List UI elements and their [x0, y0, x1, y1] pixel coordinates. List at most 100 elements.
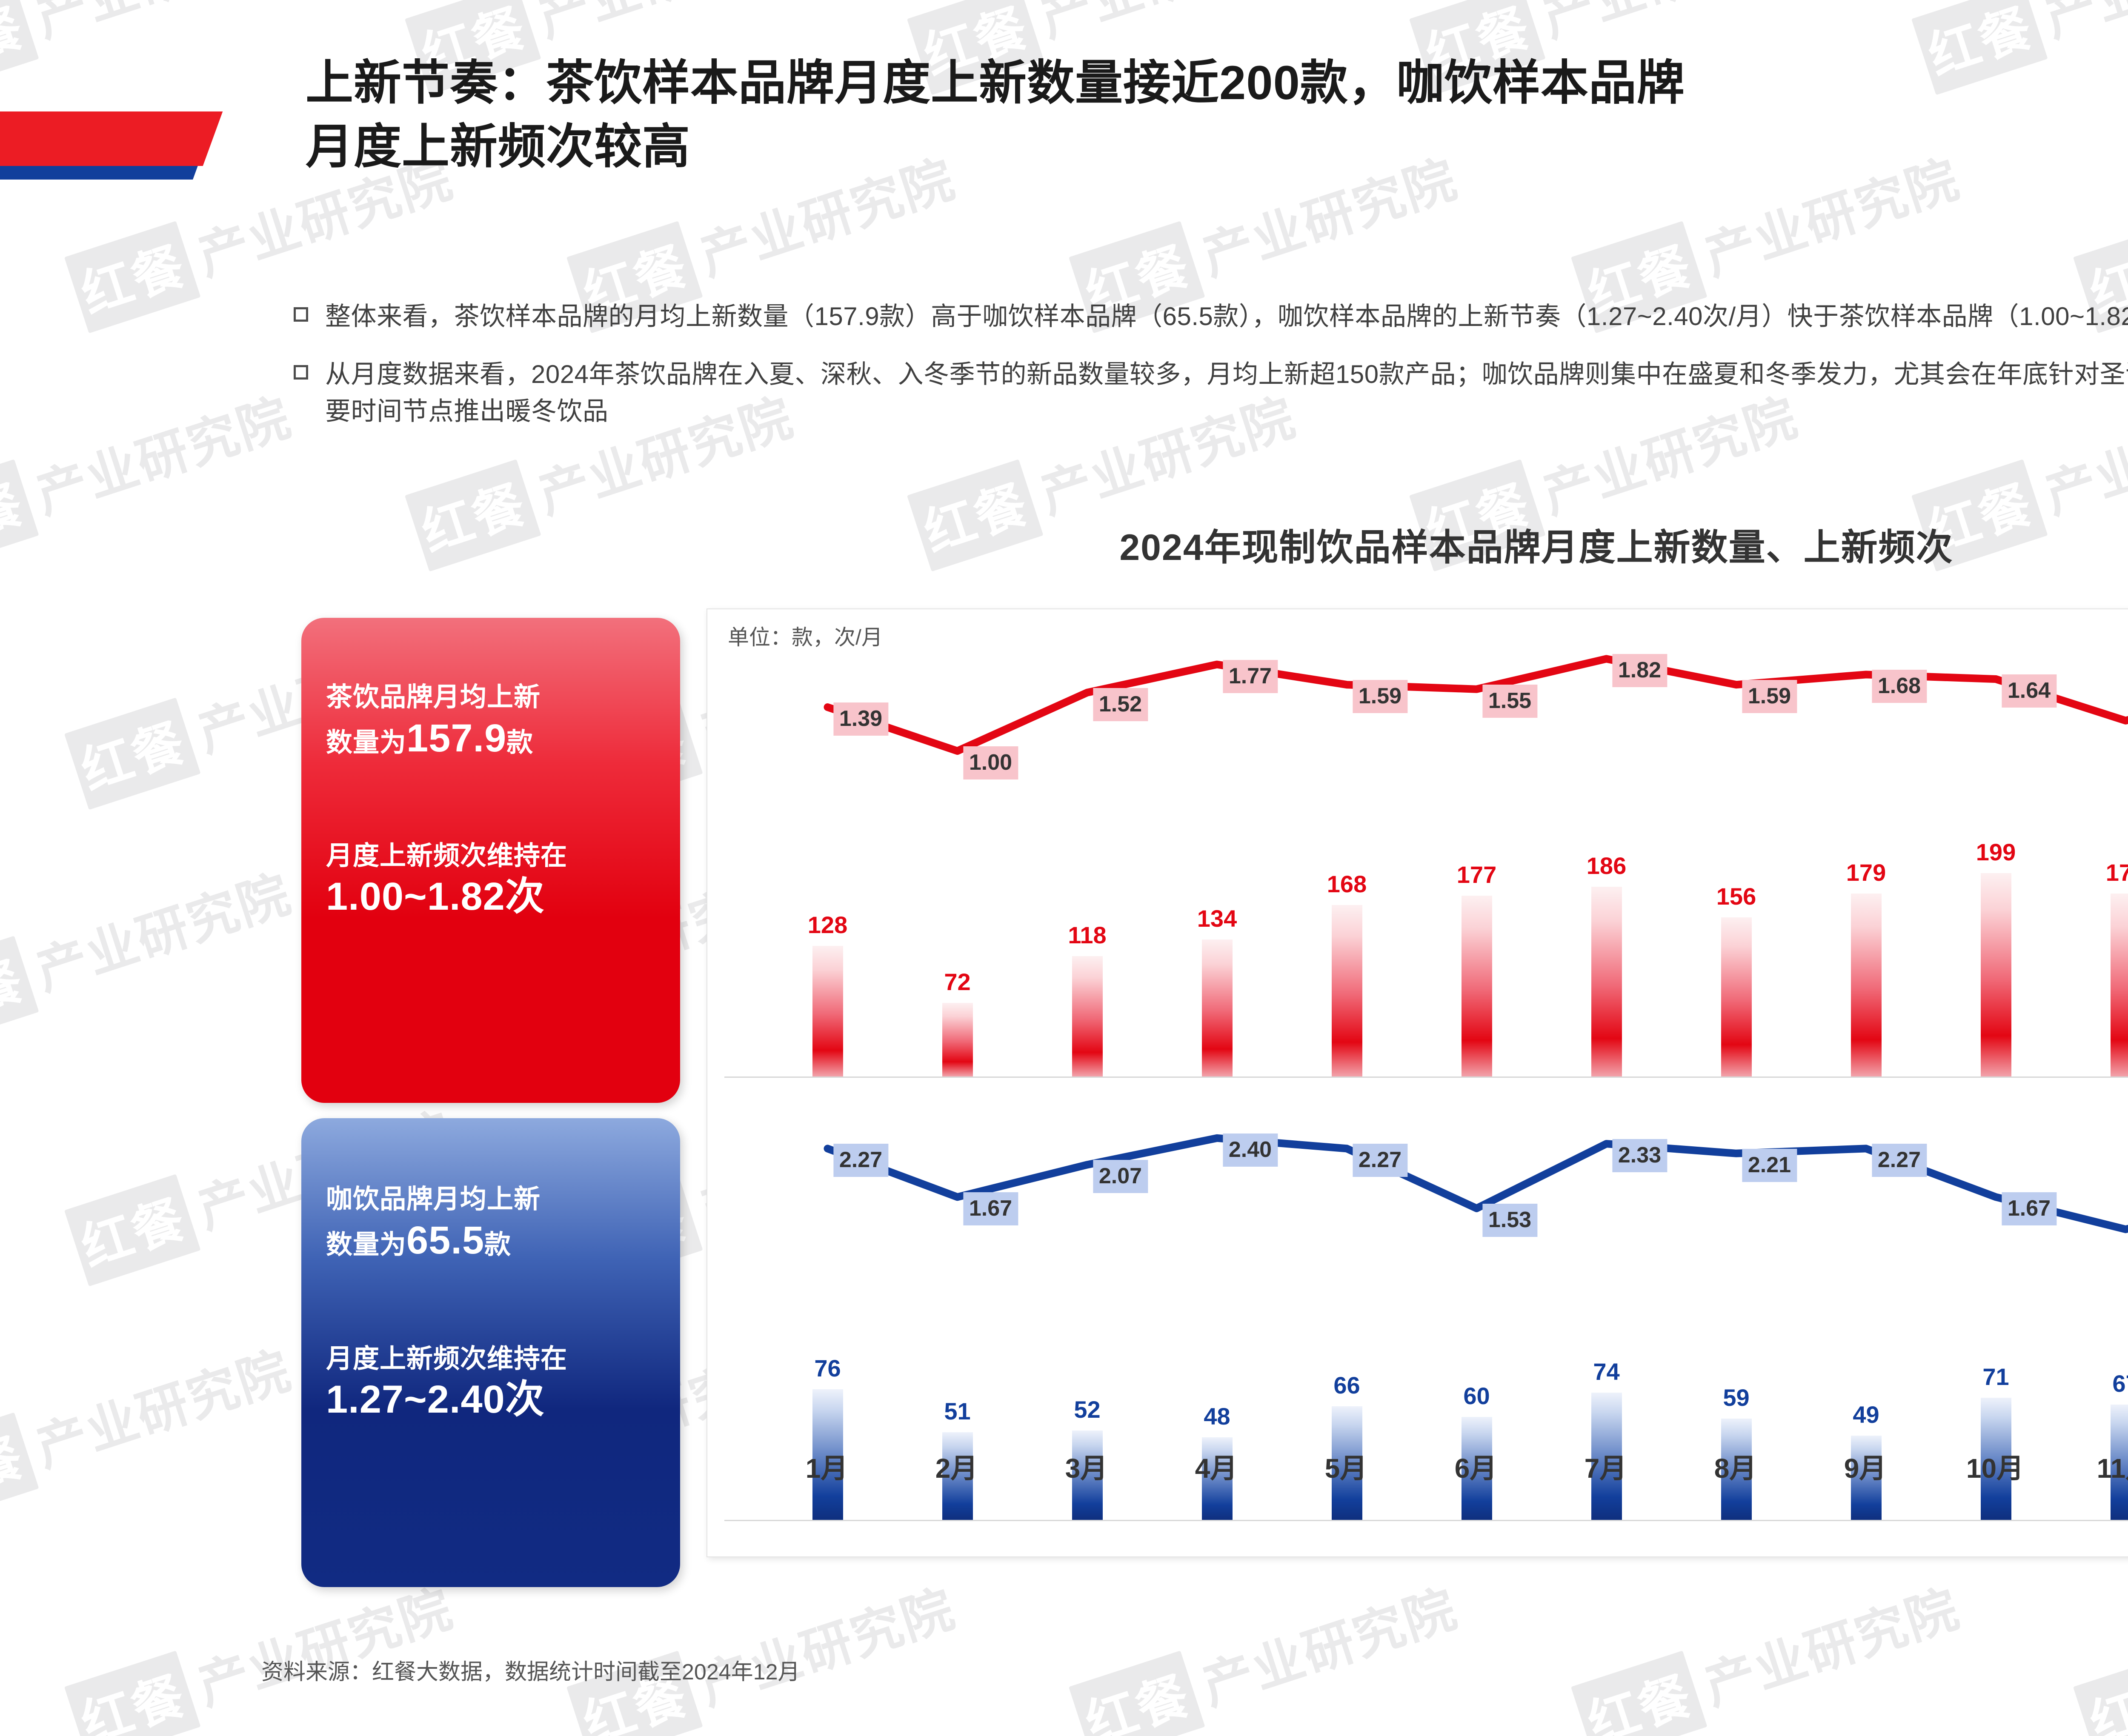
- bullet-list: 整体来看，茶饮样本品牌的月均上新数量（157.9款）高于咖饮样本品牌（65.5款…: [294, 298, 2128, 451]
- x-axis-tick-4: 4月: [1195, 1453, 1238, 1484]
- coffee-card-line4: 1.27~2.40次: [326, 1375, 655, 1424]
- tea-card-line2-prefix: 数量为: [326, 728, 407, 757]
- x-axis-tick-5: 5月: [1324, 1453, 1367, 1484]
- watermark: 红餐产业研究院: [0, 1328, 300, 1525]
- coffee-card-line3: 月度上新频次维持在: [326, 1344, 568, 1373]
- tea-bar-5月: [1331, 905, 1362, 1076]
- coffee-summary-card: 咖饮品牌月均上新 数量为65.5款 月度上新频次维持在 1.27~2.40次: [301, 1118, 680, 1587]
- chart-unit-label: 单位：款，次/月: [728, 625, 883, 649]
- tea-card-line1: 茶饮品牌月均上新: [326, 682, 541, 712]
- watermark: 红餐产业研究院: [1068, 1566, 1467, 1736]
- coffee-bar-7月: [1591, 1393, 1622, 1520]
- tea-card-line2: 数量为157.9款: [326, 714, 655, 763]
- watermark: 红餐产业研究院: [0, 0, 300, 95]
- coffee-frequency-value-4月: 2.40: [1222, 1133, 1278, 1167]
- tea-frequency-value-10月: 1.64: [2001, 674, 2057, 708]
- coffee-card-avg-value: 65.5: [406, 1218, 485, 1262]
- coffee-card-line2-suffix: 款: [484, 1230, 512, 1259]
- coffee-card-freq-value: 1.27~2.40: [326, 1378, 505, 1421]
- coffee-frequency-value-9月: 2.27: [1871, 1144, 1927, 1177]
- coffee-bar-value-8月: 59: [1723, 1384, 1750, 1411]
- coffee-frequency-value-7月: 2.33: [1612, 1139, 1668, 1173]
- tea-bar-value-1月: 128: [807, 911, 848, 938]
- coffee-frequency-value-2月: 1.67: [963, 1192, 1018, 1226]
- tea-frequency-value-1月: 1.39: [833, 702, 889, 736]
- tea-bar-value-10月: 199: [1976, 839, 2016, 866]
- watermark: 红餐产业研究院: [0, 851, 300, 1048]
- chart-panel: 128721181341681771861561791991791991.391…: [706, 608, 2128, 1557]
- tea-frequency-value-4月: 1.77: [1222, 660, 1278, 693]
- tea-frequency-value-3月: 1.52: [1093, 688, 1148, 721]
- square-bullet-icon: [294, 307, 308, 322]
- list-item: 整体来看，茶饮样本品牌的月均上新数量（157.9款）高于咖饮样本品牌（65.5款…: [294, 298, 2128, 335]
- tea-card-avg-value: 157.9: [406, 716, 507, 760]
- tea-bar-value-11月: 179: [2105, 859, 2128, 886]
- coffee-bar-3月: [1072, 1430, 1103, 1520]
- x-axis-tick-3: 3月: [1065, 1453, 1108, 1484]
- coffee-frequency-value-6月: 1.53: [1482, 1203, 1538, 1237]
- tea-bar-value-8月: 156: [1716, 882, 1756, 910]
- tea-bar-8月: [1721, 917, 1752, 1076]
- coffee-bar-value-9月: 49: [1853, 1401, 1879, 1428]
- list-item: 从月度数据来看，2024年茶饮品牌在入夏、深秋、入冬季节的新品数量较多，月均上新…: [294, 356, 2128, 430]
- tea-bar-value-6月: 177: [1456, 861, 1497, 888]
- tea-frequency-value-6月: 1.55: [1482, 684, 1538, 718]
- tea-card-line4: 1.00~1.82次: [326, 872, 655, 921]
- tea-baseline: [724, 1076, 2128, 1078]
- coffee-card-line2-prefix: 数量为: [326, 1230, 407, 1259]
- tea-frequency-value-9月: 1.68: [1871, 670, 1927, 703]
- tea-bar-value-5月: 168: [1327, 870, 1367, 897]
- x-axis: 1月2月3月4月5月6月7月8月9月10月11月12月: [706, 1447, 2128, 1498]
- coffee-bar-value-3月: 52: [1074, 1396, 1101, 1423]
- coffee-frequency-value-5月: 2.27: [1352, 1144, 1408, 1177]
- tea-bar-value-3月: 118: [1068, 921, 1107, 948]
- decoration-red-bar: [0, 111, 223, 166]
- coffee-card-line2: 数量为65.5款: [326, 1216, 655, 1265]
- coffee-frequency-value-8月: 2.21: [1742, 1148, 1797, 1182]
- tea-card-line3: 月度上新频次维持在: [326, 841, 568, 871]
- tea-frequency-value-7月: 1.82: [1612, 654, 1668, 688]
- coffee-bar-value-5月: 66: [1333, 1372, 1360, 1399]
- coffee-bar-5月: [1331, 1406, 1362, 1520]
- tea-card-freq-value: 1.00~1.82: [326, 875, 505, 918]
- coffee-frequency-value-3月: 2.07: [1093, 1160, 1148, 1194]
- tea-bar-4月: [1201, 939, 1233, 1076]
- page-title-line2: 月度上新频次较高: [306, 120, 690, 174]
- coffee-frequency-value-10月: 1.67: [2001, 1192, 2057, 1226]
- x-axis-tick-1: 1月: [805, 1453, 848, 1484]
- x-axis-tick-2: 2月: [935, 1453, 978, 1484]
- tea-summary-card: 茶饮品牌月均上新 数量为157.9款 月度上新频次维持在 1.00~1.82次: [301, 618, 680, 1103]
- bullet-text: 从月度数据来看，2024年茶饮品牌在入夏、深秋、入冬季节的新品数量较多，月均上新…: [325, 360, 2128, 426]
- coffee-bar-value-7月: 74: [1593, 1358, 1620, 1385]
- bullet-text: 整体来看，茶饮样本品牌的月均上新数量（157.9款）高于咖饮样本品牌（65.5款…: [325, 302, 2128, 331]
- coffee-bar-value-11月: 67: [2112, 1370, 2128, 1397]
- tea-frequency-value-8月: 1.59: [1742, 680, 1797, 714]
- tea-frequency-value-5月: 1.59: [1352, 680, 1408, 714]
- tea-card-line2-suffix: 款: [506, 728, 534, 757]
- tea-bar-9月: [1851, 894, 1882, 1076]
- watermark: 红餐产业研究院: [64, 1566, 462, 1736]
- tea-bar-value-7月: 186: [1586, 852, 1627, 879]
- coffee-bar-value-1月: 76: [814, 1354, 841, 1382]
- coffee-card-line4-suffix: 次: [505, 1378, 545, 1421]
- tea-bar-value-9月: 179: [1846, 859, 1886, 886]
- coffee-card-line1: 咖饮品牌月均上新: [326, 1185, 541, 1214]
- watermark: 红餐产业研究院: [566, 1566, 964, 1736]
- tea-frequency-value-2月: 1.00: [963, 746, 1018, 780]
- coffee-bar-value-6月: 60: [1463, 1382, 1490, 1409]
- coffee-bar-8月: [1721, 1418, 1752, 1520]
- x-axis-tick-7: 7月: [1584, 1453, 1627, 1484]
- coffee-bar-value-4月: 48: [1204, 1403, 1230, 1430]
- tea-bar-7月: [1591, 886, 1622, 1076]
- coffee-frequency-value-1月: 2.27: [833, 1144, 889, 1177]
- watermark: 红餐产业研究院: [0, 374, 300, 572]
- x-axis-tick-8: 8月: [1714, 1453, 1757, 1484]
- square-bullet-icon: [294, 365, 308, 380]
- coffee-bar-1月: [812, 1389, 843, 1520]
- tea-bar-1月: [812, 945, 843, 1076]
- tea-plot-area: 128721181341681771861561791991791991.391…: [707, 626, 2128, 1082]
- tea-card-line4-suffix: 次: [505, 875, 545, 918]
- coffee-bar-value-10月: 71: [1982, 1363, 2009, 1391]
- tea-bar-value-4月: 134: [1197, 905, 1237, 932]
